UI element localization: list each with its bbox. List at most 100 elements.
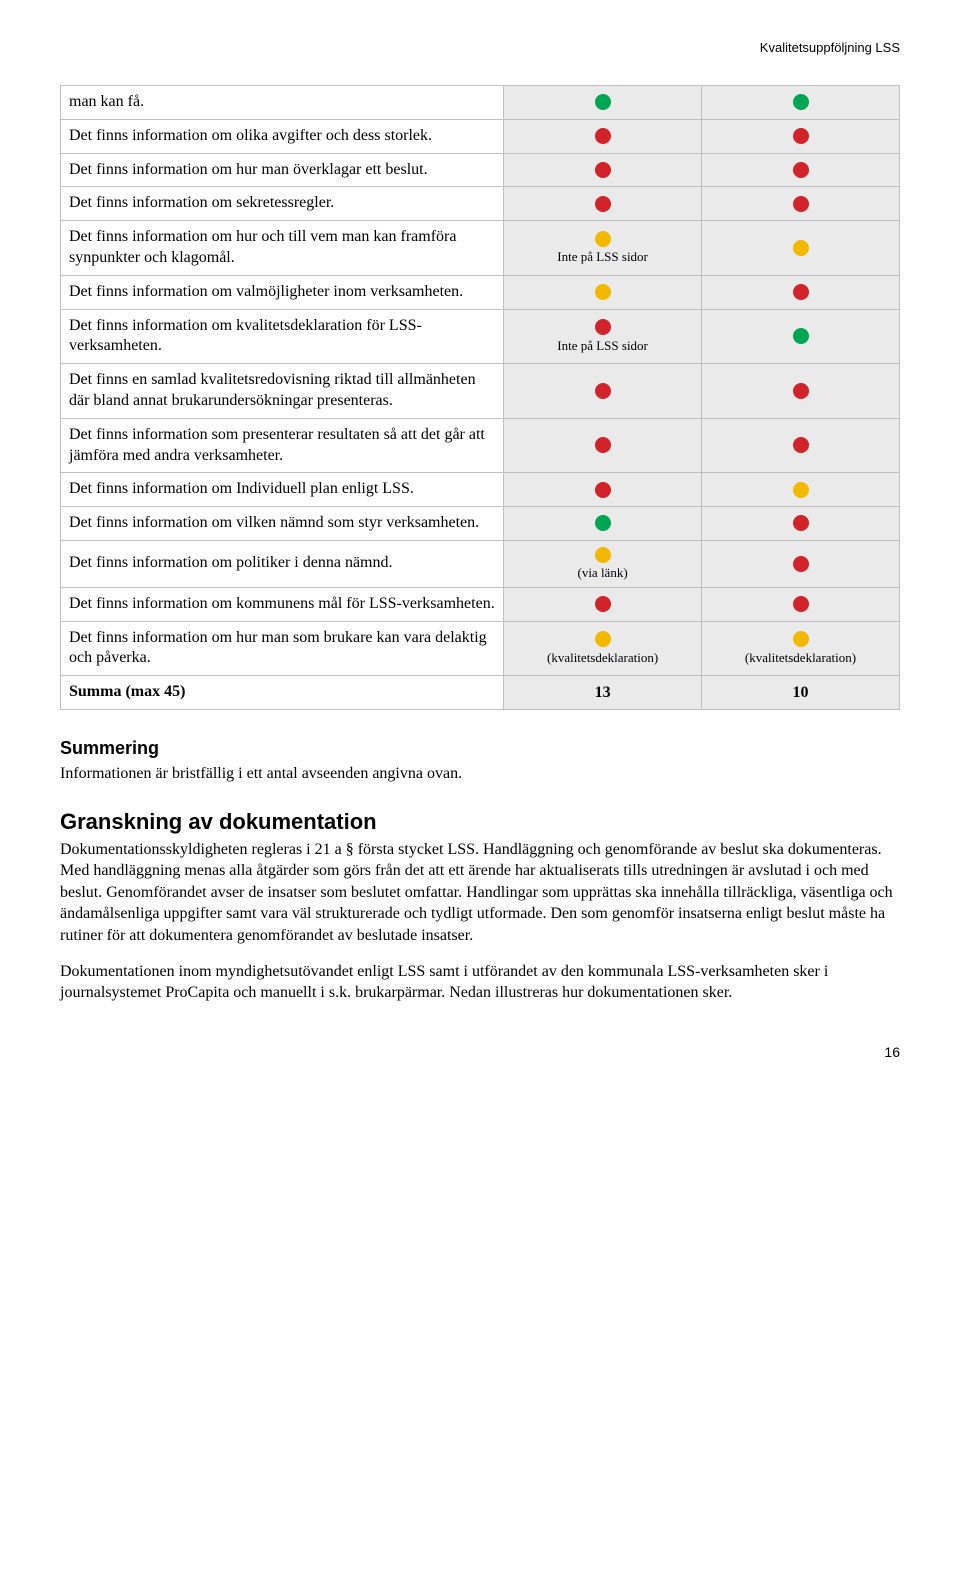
row-cell-1 (504, 187, 702, 221)
row-cell-2 (702, 507, 900, 541)
table-row: Det finns en samlad kvalitetsredovisning… (61, 364, 900, 419)
status-dot (793, 196, 809, 212)
row-label: Det finns information om hur och till ve… (61, 221, 504, 276)
row-label: Det finns information om politiker i den… (61, 540, 504, 587)
row-cell-1 (504, 119, 702, 153)
row-label: Det finns information om valmöjligheter … (61, 275, 504, 309)
cell-note: Inte på LSS sidor (512, 249, 693, 265)
status-dot (793, 515, 809, 531)
row-cell-1 (504, 473, 702, 507)
row-cell-2 (702, 309, 900, 364)
row-cell-1 (504, 587, 702, 621)
row-cell-2 (702, 86, 900, 120)
table-row: Det finns information om kommunens mål f… (61, 587, 900, 621)
row-cell-1 (504, 153, 702, 187)
status-dot (595, 162, 611, 178)
table-row: Det finns information om valmöjligheter … (61, 275, 900, 309)
row-cell-2 (702, 364, 900, 419)
row-cell-2 (702, 119, 900, 153)
table-row: Det finns information om politiker i den… (61, 540, 900, 587)
table-row: Det finns information som presenterar re… (61, 418, 900, 473)
sum-label: Summa (max 45) (61, 676, 504, 710)
status-dot (595, 437, 611, 453)
row-label: Det finns information som presenterar re… (61, 418, 504, 473)
summary-heading: Summering (60, 738, 900, 759)
table-row: Det finns information om vilken nämnd so… (61, 507, 900, 541)
review-heading: Granskning av dokumentation (60, 809, 900, 835)
status-dot (793, 383, 809, 399)
row-cell-1 (504, 418, 702, 473)
status-dot (595, 94, 611, 110)
row-cell-1: (via länk) (504, 540, 702, 587)
table-sum-row: Summa (max 45)1310 (61, 676, 900, 710)
row-label: Det finns information om kommunens mål f… (61, 587, 504, 621)
status-dot (595, 596, 611, 612)
table-row: Det finns information om hur och till ve… (61, 221, 900, 276)
row-cell-2 (702, 221, 900, 276)
status-dot (595, 547, 611, 563)
status-dot (793, 284, 809, 300)
status-dot (793, 240, 809, 256)
cell-note: (kvalitetsdeklaration) (512, 650, 693, 666)
row-label: Det finns information om sekretessregler… (61, 187, 504, 221)
page-header-right: Kvalitetsuppföljning LSS (60, 40, 900, 55)
status-dot (793, 94, 809, 110)
row-cell-2 (702, 418, 900, 473)
row-cell-1: Inte på LSS sidor (504, 221, 702, 276)
status-dot (793, 328, 809, 344)
quality-table: man kan få.Det finns information om olik… (60, 85, 900, 710)
review-paragraph-1: Dokumentationsskyldigheten regleras i 21… (60, 839, 900, 947)
review-paragraph-2: Dokumentationen inom myndighetsutövandet… (60, 961, 900, 1004)
row-cell-1 (504, 507, 702, 541)
row-cell-1: Inte på LSS sidor (504, 309, 702, 364)
cell-note: (via länk) (512, 565, 693, 581)
page-number: 16 (60, 1044, 900, 1060)
row-cell-2: (kvalitetsdeklaration) (702, 621, 900, 676)
sum-cell-2: 10 (702, 676, 900, 710)
table-row: Det finns information om sekretessregler… (61, 187, 900, 221)
row-label: Det finns information om olika avgifter … (61, 119, 504, 153)
status-dot (793, 556, 809, 572)
status-dot (595, 319, 611, 335)
row-label: Det finns information om kvalitetsdeklar… (61, 309, 504, 364)
table-row: Det finns information om hur man som bru… (61, 621, 900, 676)
row-cell-2 (702, 153, 900, 187)
status-dot (793, 128, 809, 144)
summary-paragraph: Informationen är bristfällig i ett antal… (60, 763, 900, 785)
row-cell-1 (504, 86, 702, 120)
table-row: Det finns information om kvalitetsdeklar… (61, 309, 900, 364)
row-label: Det finns en samlad kvalitetsredovisning… (61, 364, 504, 419)
table-row: Det finns information om olika avgifter … (61, 119, 900, 153)
row-cell-2 (702, 540, 900, 587)
status-dot (595, 631, 611, 647)
status-dot (793, 437, 809, 453)
status-dot (793, 596, 809, 612)
cell-note: (kvalitetsdeklaration) (710, 650, 891, 666)
row-cell-2 (702, 587, 900, 621)
row-cell-2 (702, 187, 900, 221)
sum-cell-1: 13 (504, 676, 702, 710)
row-cell-2 (702, 473, 900, 507)
row-label: Det finns information om Individuell pla… (61, 473, 504, 507)
status-dot (595, 284, 611, 300)
status-dot (595, 482, 611, 498)
status-dot (793, 482, 809, 498)
row-cell-1 (504, 275, 702, 309)
status-dot (595, 231, 611, 247)
row-label: Det finns information om vilken nämnd so… (61, 507, 504, 541)
row-cell-1: (kvalitetsdeklaration) (504, 621, 702, 676)
status-dot (595, 196, 611, 212)
table-row: Det finns information om hur man överkla… (61, 153, 900, 187)
table-row: man kan få. (61, 86, 900, 120)
cell-note: Inte på LSS sidor (512, 338, 693, 354)
row-label: man kan få. (61, 86, 504, 120)
status-dot (595, 383, 611, 399)
status-dot (793, 162, 809, 178)
status-dot (595, 128, 611, 144)
row-cell-1 (504, 364, 702, 419)
row-label: Det finns information om hur man som bru… (61, 621, 504, 676)
row-cell-2 (702, 275, 900, 309)
table-row: Det finns information om Individuell pla… (61, 473, 900, 507)
row-label: Det finns information om hur man överkla… (61, 153, 504, 187)
status-dot (793, 631, 809, 647)
